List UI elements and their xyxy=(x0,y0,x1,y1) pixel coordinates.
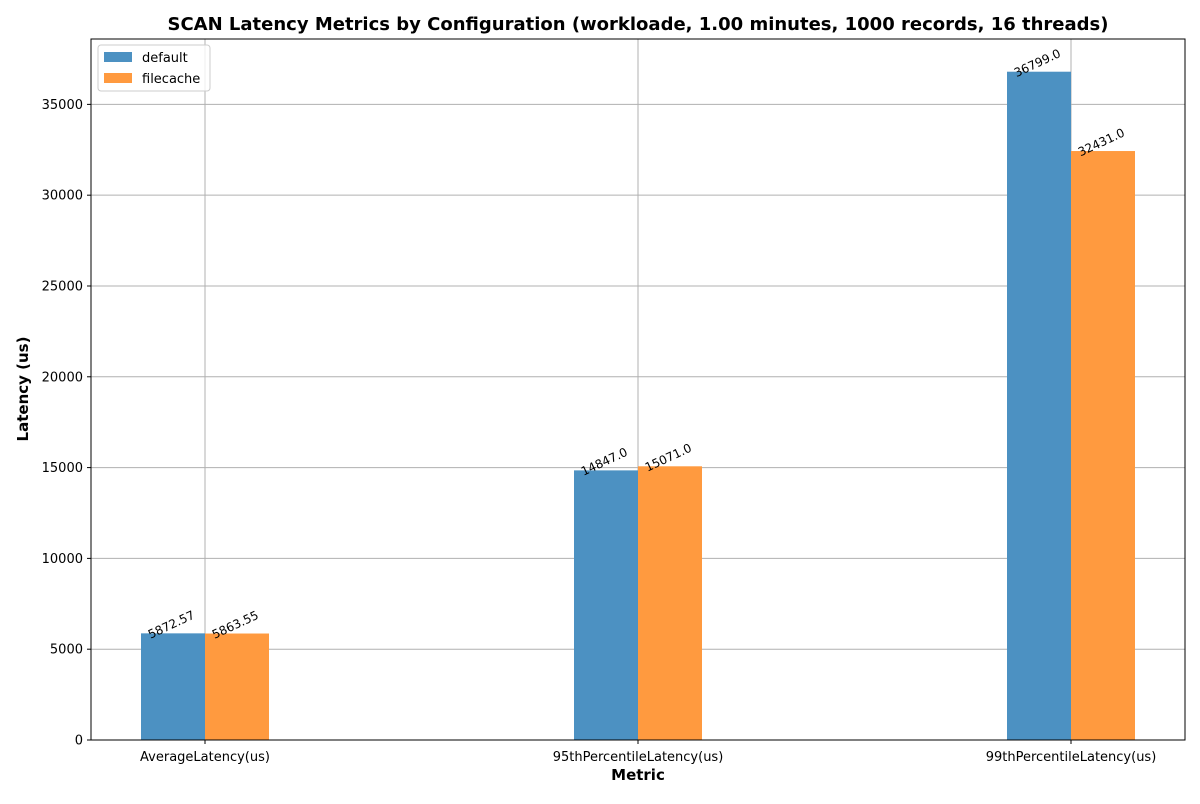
legend-swatch-filecache xyxy=(104,73,132,83)
legend[interactable]: default filecache xyxy=(97,44,211,92)
chart-title: SCAN Latency Metrics by Configuration (w… xyxy=(167,14,1108,35)
legend-label-filecache[interactable]: filecache xyxy=(142,72,200,87)
bar-filecache-2 xyxy=(1071,151,1135,740)
x-tick-label: AverageLatency(us) xyxy=(140,750,270,765)
y-tick-label: 15000 xyxy=(42,461,83,476)
y-tick-label: 0 xyxy=(75,734,83,749)
y-tick-label: 30000 xyxy=(42,189,83,204)
y-axis-label: Latency (us) xyxy=(14,337,32,442)
y-tick-label: 35000 xyxy=(42,98,83,113)
y-tick-label: 20000 xyxy=(42,370,83,385)
legend-label-default[interactable]: default xyxy=(142,51,188,66)
bar-default-1 xyxy=(574,470,638,740)
legend-swatch-default xyxy=(104,52,132,62)
bars xyxy=(141,71,1135,741)
bar-default-0 xyxy=(141,633,205,740)
y-tick-label: 5000 xyxy=(50,643,83,658)
bar-default-2 xyxy=(1007,71,1071,741)
bar-filecache-0 xyxy=(205,633,269,740)
x-tick-label: 95thPercentileLatency(us) xyxy=(553,750,724,765)
x-tick-label: 99thPercentileLatency(us) xyxy=(986,750,1157,765)
y-tick-label: 25000 xyxy=(42,279,83,294)
y-tick-label: 10000 xyxy=(42,552,83,567)
axes: 0 5000 10000 15000 20000 25000 30000 35000 Avera… xyxy=(42,38,1186,765)
plot-frame xyxy=(90,38,1186,741)
x-axis-label: Metric xyxy=(611,766,665,784)
bar-filecache-1 xyxy=(638,466,702,740)
